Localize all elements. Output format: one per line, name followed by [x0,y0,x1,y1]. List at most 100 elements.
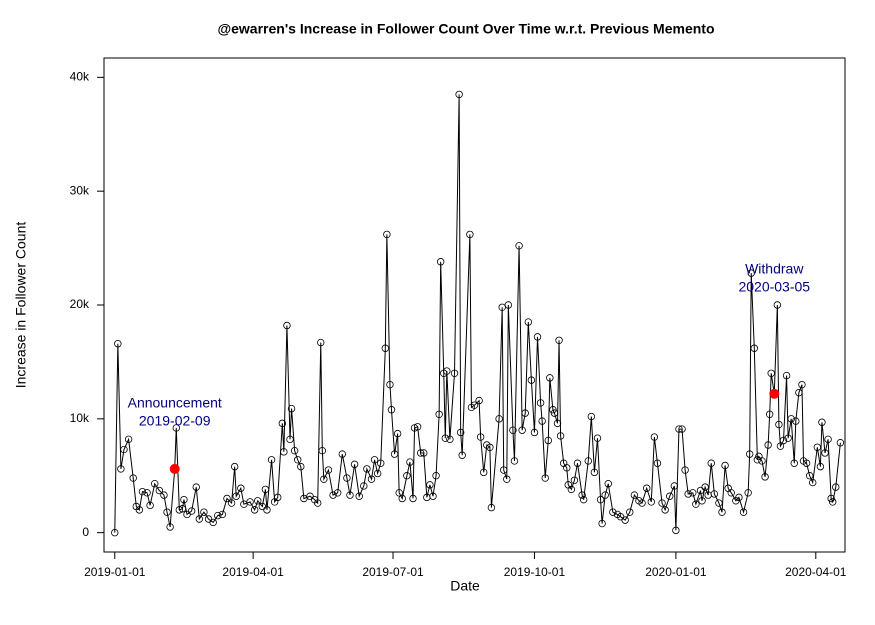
data-point [214,511,222,520]
data-point [480,468,488,477]
data-point [114,340,122,348]
data-point [475,396,483,405]
y-tick-label: 40k [70,70,90,84]
data-point [829,498,837,506]
data-point [274,493,282,502]
data-point [455,90,463,99]
data-point [129,474,137,482]
data-point [227,499,236,507]
data-point [280,448,288,456]
data-point [195,515,204,523]
data-point [784,434,792,442]
data-point [370,456,379,464]
data-point [689,489,697,497]
data-point [436,258,445,266]
data-point [805,472,814,480]
data-point [287,404,296,413]
data-point [744,489,752,497]
data-point [120,445,128,454]
data-point [684,490,692,498]
data-point [435,410,443,418]
data-point [143,489,151,497]
data-point [350,460,359,469]
data-point [324,466,333,474]
data-point [429,492,437,500]
data-point [549,406,557,414]
data-point [642,484,651,492]
data-point [767,369,775,377]
data-point [672,526,680,535]
x-tick-label: 2019-04-01 [222,565,284,579]
data-point [601,491,609,499]
data-point [753,456,762,464]
data-point [263,506,271,514]
data-point [470,401,479,409]
y-tick-label: 0 [82,525,89,539]
data-point [393,429,402,438]
data-point [503,475,511,483]
data-point [515,242,523,250]
data-point [550,409,559,417]
data-point [232,492,240,500]
data-point [536,399,545,407]
data-point [329,491,337,499]
data-point [200,508,208,516]
data-point [432,472,440,480]
data-point [573,459,582,467]
data-point [504,301,513,309]
data-point [698,497,706,505]
data-point [151,480,159,488]
data-point [223,494,231,503]
data-point [821,449,829,457]
data-point [832,483,840,491]
data-point [727,489,735,497]
data-point [630,491,639,499]
data-point [443,367,451,375]
data-point [487,503,496,512]
data-point [390,450,399,458]
data-point [450,369,459,377]
highlight-point [769,388,780,399]
data-point [609,508,617,516]
data-point [360,482,368,490]
data-point [555,336,563,344]
data-point [578,491,586,499]
data-point [343,474,351,482]
data-point [509,426,517,434]
data-point [584,457,592,465]
data-point [567,485,576,494]
data-point [458,451,466,459]
data-point [670,482,679,490]
data-point [579,495,588,504]
data-point [524,318,533,326]
data-point [739,508,748,516]
data-point [792,417,800,425]
data-point [172,424,180,432]
data-point [180,495,188,504]
data-point [795,388,803,397]
data-point [163,508,171,516]
data-point [138,487,147,496]
data-point [398,494,406,503]
data-point [647,498,655,506]
data-point [587,412,596,421]
data-point [413,423,422,431]
data-point [764,441,772,449]
data-point [166,523,174,531]
y-tick-label: 10k [70,411,90,425]
data-point [395,489,403,497]
data-point [294,456,302,464]
data-point [750,344,758,352]
data-point [367,475,376,483]
data-point [355,492,363,500]
y-axis-title: Increase in Follower Count [13,222,29,389]
data-point [527,376,536,384]
data-point [530,428,539,437]
data-point [500,466,508,474]
data-point [124,435,133,444]
data-point [827,494,835,503]
data-point [209,518,217,527]
y-tick-label: 30k [70,183,90,197]
